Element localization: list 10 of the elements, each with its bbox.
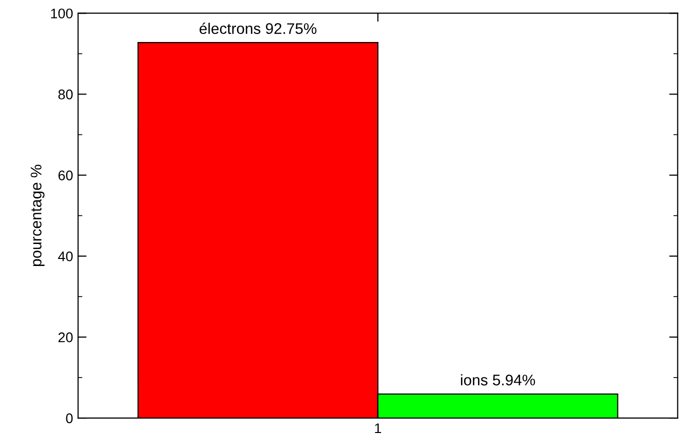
data-label: ions 5.94% (461, 374, 536, 386)
x-tick-label: 1 (375, 423, 382, 433)
y-tick-label: 80 (58, 90, 73, 100)
y-tick-label: 20 (58, 332, 73, 342)
y-tick-label: 40 (58, 251, 73, 262)
y-tick-label: 0 (66, 413, 73, 424)
y-axis-title: pourcentage % (30, 164, 44, 266)
y-tick-label: 60 (58, 170, 73, 180)
data-label: électrons 92.75% (200, 22, 316, 34)
y-tick-label: 100 (51, 8, 73, 18)
